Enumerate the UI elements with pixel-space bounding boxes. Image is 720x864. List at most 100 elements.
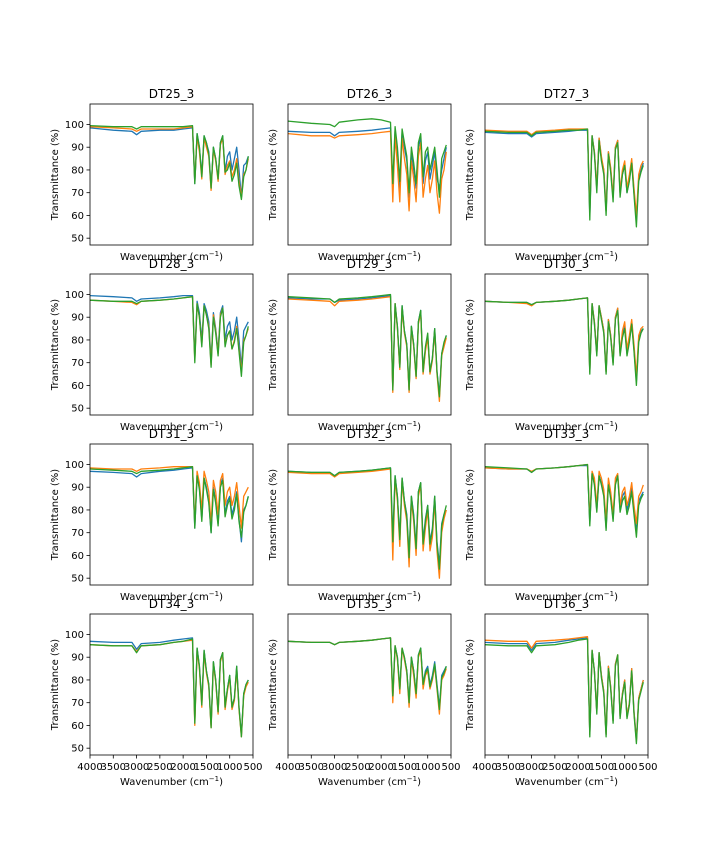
x-tick-label: 500 — [441, 762, 460, 773]
series-line-3 — [288, 293, 447, 398]
x-axis-label: Wavenumber (cm−1) — [120, 590, 223, 603]
y-tick-label: 90 — [71, 143, 84, 154]
subplot-title: DT36_3 — [544, 597, 589, 611]
y-tick-label: 80 — [71, 675, 84, 686]
subplot-DT28_3: DT28_3 50 60 70 80 90 100 Transmittance (%) Wave… — [50, 257, 254, 433]
x-axis-label: Wavenumber (cm−1) — [515, 420, 618, 433]
x-tick-label: 500 — [243, 762, 262, 773]
x-axis-label: Wavenumber (cm−1) — [515, 590, 618, 603]
y-axis-label: Transmittance (%) — [50, 469, 61, 561]
y-axis-label: Transmittance (%) — [268, 639, 279, 731]
series-line-3 — [288, 467, 447, 570]
x-tick-label: 3500 — [496, 762, 521, 773]
subplot-title: DT26_3 — [347, 87, 392, 101]
plot-frame — [287, 103, 452, 246]
y-tick-label: 100 — [65, 630, 84, 641]
series-line-3 — [90, 296, 249, 377]
y-tick-label: 80 — [71, 505, 84, 516]
x-tick-label: 3500 — [299, 762, 324, 773]
series-line-3 — [485, 297, 644, 387]
subplot-title: DT27_3 — [544, 87, 589, 101]
y-tick-label: 50 — [71, 404, 84, 415]
x-axis-label: Wavenumber (cm−1) — [318, 590, 421, 603]
plot-frame — [89, 443, 254, 586]
subplot-DT31_3: DT31_3 50 60 70 80 90 100 Transmittance (%) Wave… — [50, 427, 254, 603]
x-tick-label: 1000 — [217, 762, 242, 773]
x-tick-label: 2000 — [170, 762, 195, 773]
subplot-title: DT32_3 — [347, 427, 392, 441]
y-axis-label: Transmittance (%) — [465, 299, 476, 391]
y-tick-label: 60 — [71, 721, 84, 732]
x-axis-label: Wavenumber (cm−1) — [120, 250, 223, 263]
series-line-3 — [485, 638, 644, 745]
subplot-title: DT35_3 — [347, 597, 392, 611]
y-tick-label: 90 — [71, 483, 84, 494]
subplot-DT33_3: DT33_3 Transmittance (%) Wavenumber (cm−1) — [465, 427, 649, 603]
x-axis-label: Wavenumber (cm−1) — [318, 250, 421, 263]
x-tick-label: 2500 — [345, 762, 370, 773]
subplot-DT29_3: DT29_3 Transmittance (%) Wavenumber (cm−1) — [268, 257, 452, 433]
y-tick-label: 70 — [71, 188, 84, 199]
y-tick-label: 50 — [71, 234, 84, 245]
plot-frame — [484, 273, 649, 416]
y-axis-label: Transmittance (%) — [50, 129, 61, 221]
subplot-title: DT28_3 — [149, 257, 194, 271]
x-tick-label: 3000 — [124, 762, 149, 773]
y-tick-label: 70 — [71, 528, 84, 539]
x-axis-label: Wavenumber (cm−1) — [318, 420, 421, 433]
subplot-DT26_3: DT26_3 Transmittance (%) Wavenumber (cm−1) — [268, 87, 452, 263]
y-axis-label: Transmittance (%) — [465, 639, 476, 731]
subplot-title: DT31_3 — [149, 427, 194, 441]
series-line-2 — [90, 126, 249, 198]
y-tick-label: 80 — [71, 335, 84, 346]
x-axis-label: Wavenumber (cm−1) — [515, 775, 618, 788]
plot-frame — [89, 273, 254, 416]
subplot-title: DT29_3 — [347, 257, 392, 271]
x-tick-label: 4000 — [275, 762, 300, 773]
y-tick-label: 100 — [65, 460, 84, 471]
x-tick-label: 2000 — [368, 762, 393, 773]
subplot-DT27_3: DT27_3 Transmittance (%) Wavenumber (cm−1) — [465, 87, 649, 263]
x-tick-label: 4000 — [472, 762, 497, 773]
x-axis-label: Wavenumber (cm−1) — [120, 420, 223, 433]
subplot-DT34_3: DT34_3 50 60 70 80 90 100 Transmittance (%) 4000… — [50, 597, 263, 788]
x-tick-label: 1500 — [392, 762, 417, 773]
x-tick-label: 2000 — [565, 762, 590, 773]
series-line-3 — [90, 466, 249, 538]
x-tick-label: 2500 — [147, 762, 172, 773]
plot-frame — [484, 443, 649, 586]
series-line-3 — [485, 463, 644, 538]
x-axis-label: Wavenumber (cm−1) — [515, 250, 618, 263]
y-tick-label: 60 — [71, 381, 84, 392]
y-tick-label: 50 — [71, 744, 84, 755]
y-axis-label: Transmittance (%) — [465, 469, 476, 561]
y-tick-label: 90 — [71, 313, 84, 324]
plot-frame — [287, 613, 452, 756]
y-axis-label: Transmittance (%) — [465, 129, 476, 221]
subplot-DT35_3: DT35_3 Transmittance (%) 40003500300025002… — [268, 597, 461, 788]
series-line-2 — [485, 463, 644, 525]
x-tick-label: 2500 — [542, 762, 567, 773]
y-tick-label: 70 — [71, 358, 84, 369]
x-tick-label: 3000 — [519, 762, 544, 773]
y-axis-label: Transmittance (%) — [268, 469, 279, 561]
x-tick-label: 1000 — [612, 762, 637, 773]
x-tick-label: 4000 — [77, 762, 102, 773]
y-axis-label: Transmittance (%) — [268, 129, 279, 221]
x-tick-label: 1000 — [415, 762, 440, 773]
subplot-DT36_3: DT36_3 Transmittance (%) 40003500300025002… — [465, 597, 658, 788]
series-line-3 — [485, 128, 644, 228]
y-tick-label: 80 — [71, 165, 84, 176]
subplot-title: DT34_3 — [149, 597, 194, 611]
y-axis-label: Transmittance (%) — [268, 299, 279, 391]
x-tick-label: 1500 — [589, 762, 614, 773]
x-axis-label: Wavenumber (cm−1) — [318, 775, 421, 788]
series-line-3 — [288, 637, 447, 711]
plot-frame — [287, 443, 452, 586]
y-tick-label: 100 — [65, 290, 84, 301]
series-line-3 — [90, 638, 249, 738]
series-line-2 — [288, 130, 447, 214]
plot-frame — [89, 103, 254, 246]
y-tick-label: 60 — [71, 551, 84, 562]
subplot-DT30_3: DT30_3 Transmittance (%) Wavenumber (cm−1) — [465, 257, 649, 433]
